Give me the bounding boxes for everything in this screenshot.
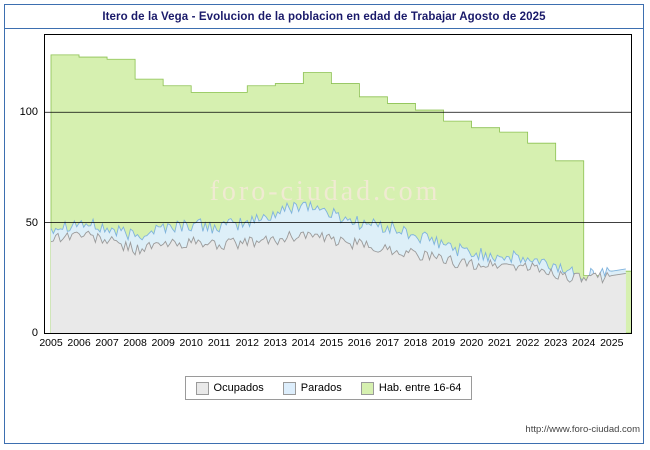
chart-legend: Ocupados Parados Hab. entre 16-64 — [185, 376, 472, 400]
x-tick-2019: 2019 — [431, 337, 456, 349]
y-tick-50: 50 — [25, 216, 38, 229]
y-axis-labels: 0 50 100 — [0, 0, 44, 339]
x-tick-2015: 2015 — [319, 337, 344, 349]
x-axis-labels: 2005 2006 2007 2008 2009 2010 2011 2012 2013 2014… — [39, 336, 632, 352]
legend-item-ocupados: Ocupados — [195, 381, 264, 395]
chart-frame — [4, 4, 644, 444]
legend-swatch-parados — [282, 381, 296, 395]
x-tick-2014: 2014 — [291, 337, 316, 349]
x-tick-2020: 2020 — [459, 337, 484, 349]
x-tick-2007: 2007 — [95, 337, 119, 349]
x-tick-2009: 2009 — [151, 337, 175, 349]
x-tick-2025: 2025 — [600, 337, 624, 349]
legend-swatch-habitantes — [360, 381, 374, 395]
legend-swatch-ocupados — [195, 381, 209, 395]
legend-label-parados: Parados — [300, 382, 342, 394]
x-tick-2016: 2016 — [347, 337, 372, 349]
y-tick-0: 0 — [31, 327, 38, 339]
source-url: http://www.foro-ciudad.com — [525, 424, 640, 435]
x-tick-2024: 2024 — [572, 337, 596, 349]
chart-title-bar: Itero de la Vega - Evolucion de la pobla… — [5, 5, 643, 29]
legend-label-ocupados: Ocupados — [213, 382, 264, 394]
x-tick-2012: 2012 — [235, 337, 259, 349]
legend-item-parados: Parados — [282, 381, 342, 395]
x-tick-2008: 2008 — [123, 337, 147, 349]
plot-area — [44, 34, 632, 334]
page-title: Itero de la Vega - Evolucion de la pobla… — [102, 10, 546, 23]
legend-item-habitantes: Hab. entre 16-64 — [360, 381, 462, 395]
x-tick-2021: 2021 — [487, 337, 512, 349]
x-tick-2017: 2017 — [375, 337, 400, 349]
chart-canvas — [45, 54, 631, 333]
x-tick-2022: 2022 — [515, 337, 540, 349]
x-tick-2018: 2018 — [403, 337, 428, 349]
x-tick-2011: 2011 — [207, 337, 231, 349]
x-tick-2005: 2005 — [39, 337, 63, 349]
x-tick-2006: 2006 — [67, 337, 91, 349]
y-tick-100: 100 — [19, 106, 38, 119]
x-tick-2013: 2013 — [263, 337, 287, 349]
x-tick-2010: 2010 — [179, 337, 203, 349]
x-tick-2023: 2023 — [544, 337, 568, 349]
legend-label-habitantes: Hab. entre 16-64 — [378, 382, 462, 394]
